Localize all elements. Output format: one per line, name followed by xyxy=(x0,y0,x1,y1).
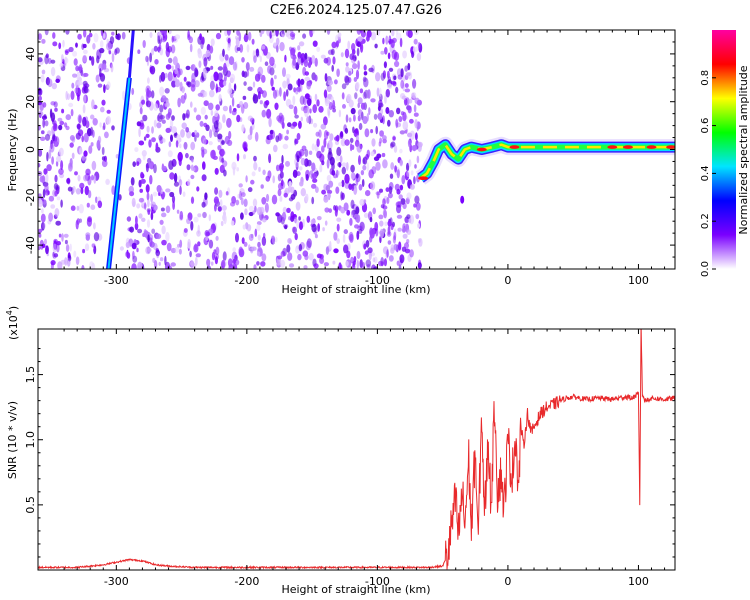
snr-x-ticks: -300 -200 -100 0 100 xyxy=(63,329,666,588)
colorbar-tick-label: 0.4 xyxy=(700,165,711,181)
x-tick-label: 100 xyxy=(628,575,649,588)
y-tick-label: 1.0 xyxy=(24,431,37,449)
x-tick-label: -300 xyxy=(104,575,129,588)
y-tick-label: 20 xyxy=(24,95,37,109)
snr-series-line xyxy=(38,329,675,570)
colorbar-gradient xyxy=(712,30,736,269)
colorbar-tick-label: 0.8 xyxy=(700,70,711,86)
x-tick-label: -100 xyxy=(365,274,390,287)
colorbar-tick-label: 0.2 xyxy=(700,213,711,229)
heatmap-signal xyxy=(415,136,675,204)
snr-y-ticks: 0.5 1.0 1.5 xyxy=(24,348,675,558)
colorbar-ticks: 0.0 0.2 0.4 0.6 0.8 xyxy=(700,70,716,277)
colorbar-tick-label: 0.0 xyxy=(700,261,711,277)
heatmap-y-ticks: -40 -20 0 20 40 xyxy=(24,41,675,258)
snr-scale-text: (x104) xyxy=(5,306,20,340)
colorbar: 0.0 0.2 0.4 0.6 0.8 Normalized spectral ampl… xyxy=(700,30,750,277)
x-tick-label: -300 xyxy=(104,274,129,287)
y-tick-label: -40 xyxy=(24,236,37,254)
y-tick-label: 0.5 xyxy=(24,496,37,514)
x-tick-label: 100 xyxy=(628,274,649,287)
y-tick-label: 1.5 xyxy=(24,366,37,384)
heatmap-content xyxy=(38,30,675,269)
snr-scale-exponent: 4 xyxy=(5,310,14,315)
snr-x-axis-label: Height of straight line (km) xyxy=(281,583,430,596)
y-tick-label: 0 xyxy=(24,146,37,153)
y-tick-label: -20 xyxy=(24,188,37,206)
colorbar-label: Normalized spectral amplitude xyxy=(737,65,750,234)
y-tick-label: 40 xyxy=(24,47,37,61)
x-tick-label: -200 xyxy=(234,575,259,588)
x-tick-label: -200 xyxy=(234,274,259,287)
x-tick-label: 0 xyxy=(504,274,511,287)
heatmap-noise xyxy=(38,30,423,269)
figure-title: C2E6.2024.125.07.47.G26 xyxy=(270,3,442,18)
x-tick-label: -100 xyxy=(365,575,390,588)
snr-scale-base: (x10 xyxy=(7,315,20,340)
snr-y-axis-label: SNR (10 * v/v) xyxy=(6,401,19,479)
heatmap-x-axis-label: Height of straight line (km) xyxy=(281,283,430,296)
snr-frame xyxy=(37,328,676,571)
snr-panel: -300 -200 -100 0 100 0.5 1.0 1.5 Height of str… xyxy=(5,306,676,596)
x-tick-label: 0 xyxy=(504,575,511,588)
heatmap-x-ticks: -300 -200 -100 0 100 xyxy=(63,30,666,287)
colorbar-tick-label: 0.6 xyxy=(700,118,711,134)
snr-scale-factor: (x104) xyxy=(5,306,20,340)
snr-content xyxy=(38,329,675,570)
heatmap-y-axis-label: Frequency (Hz) xyxy=(6,109,19,192)
snr-scale-close: ) xyxy=(7,306,20,310)
